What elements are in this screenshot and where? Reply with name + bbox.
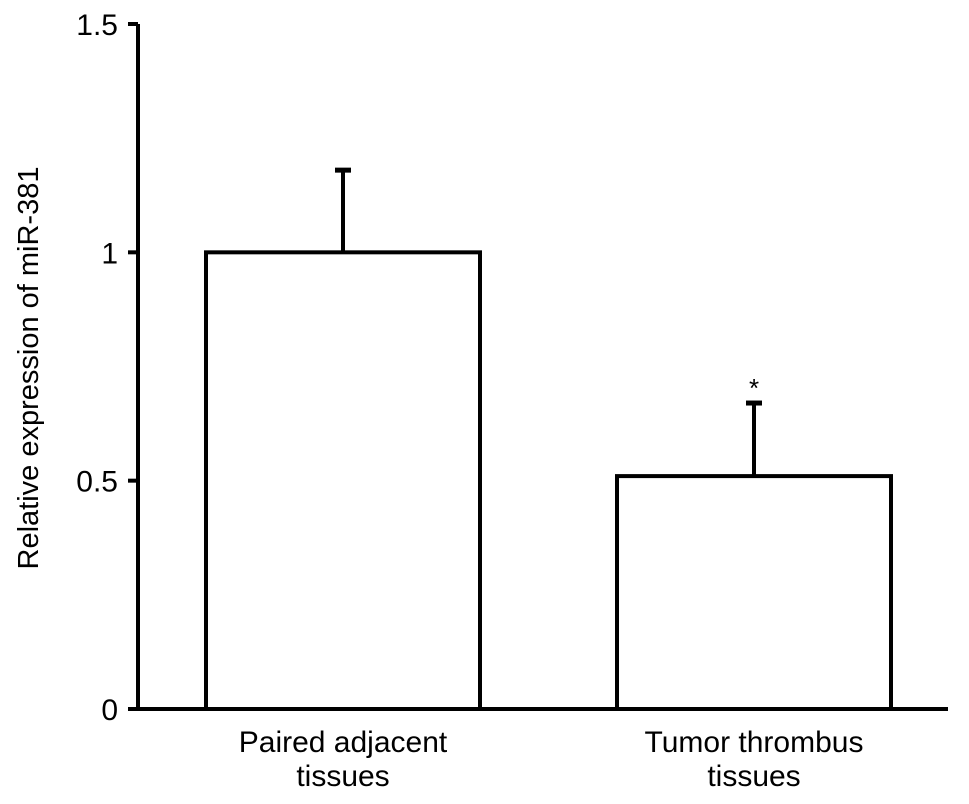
- x-category-label: tissues: [296, 760, 389, 793]
- bar: [204, 250, 482, 711]
- x-category-label: Paired adjacent: [239, 726, 448, 759]
- y-tick-label: 1: [101, 237, 118, 270]
- y-tick-label: 0: [101, 694, 118, 727]
- x-category-label: Tumor thrombus: [645, 726, 864, 759]
- y-tick-label: 1.5: [76, 9, 118, 42]
- bar: [615, 474, 893, 711]
- y-axis-ticks: 0 0.5 1 1.5: [76, 9, 138, 727]
- x-category-label: tissues: [707, 760, 800, 793]
- significance-markers: *: [749, 373, 759, 403]
- y-tick-label: 0.5: [76, 466, 118, 499]
- error-bars: [335, 167, 762, 477]
- significance-asterisk: *: [749, 373, 759, 403]
- y-axis-title: Relative expression of miR-381: [13, 167, 45, 570]
- bars: [204, 250, 893, 711]
